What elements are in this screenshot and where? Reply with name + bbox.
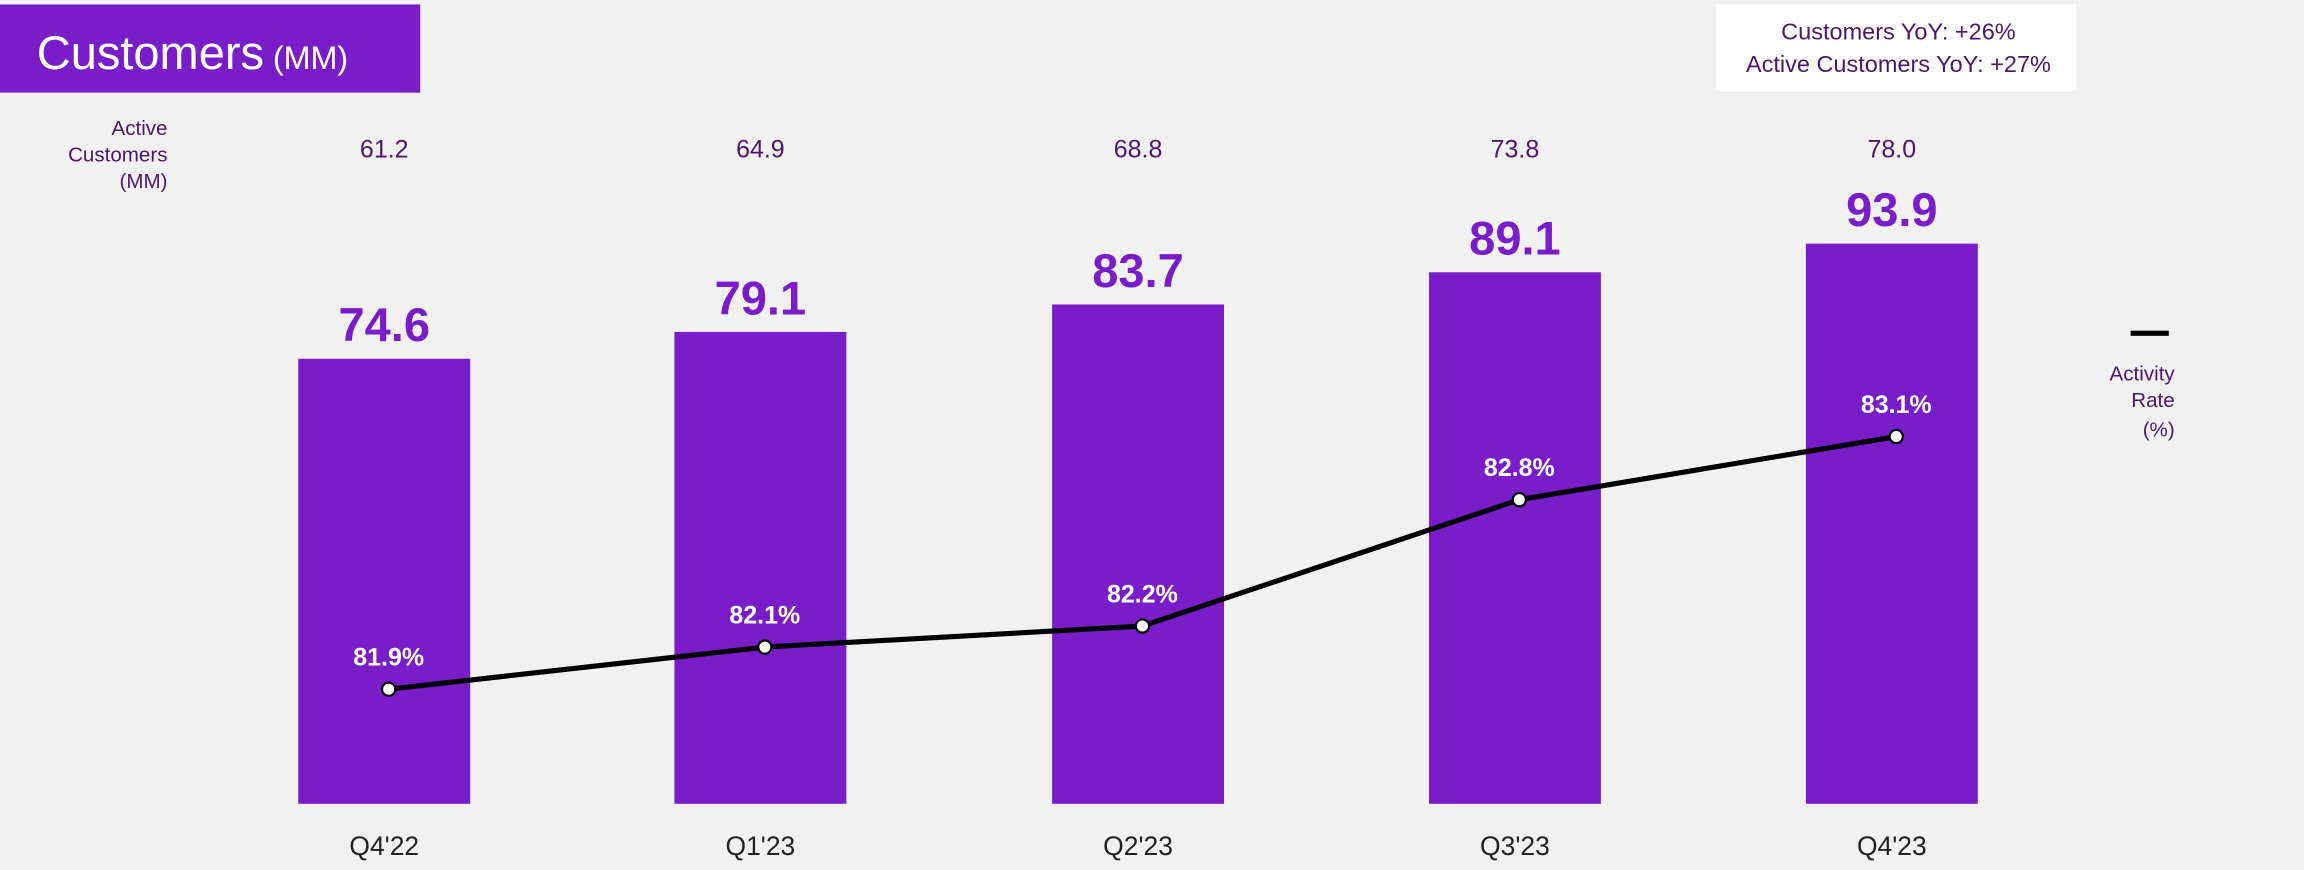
activity-rate-label: 82.8% <box>1484 454 1555 482</box>
x-tick-label: Q2'23 <box>1103 831 1173 861</box>
activity-rate-label: 83.1% <box>1861 391 1932 419</box>
title-background <box>0 4 421 93</box>
activity-rate-point <box>1511 491 1528 508</box>
legend: Activity Rate (%) <box>2110 330 2176 441</box>
active-customers-label: Active Customers (MM) <box>68 117 167 193</box>
callout-background <box>1716 4 2077 92</box>
row-label-line: (MM) <box>120 170 168 193</box>
bar-value-label: 89.1 <box>1469 212 1561 265</box>
active-customers-value: 61.2 <box>360 135 409 163</box>
legend-label-line: (%) <box>2143 418 2175 441</box>
bar <box>1428 272 1601 804</box>
activity-rate-point <box>757 639 773 655</box>
legend-label-line: Rate <box>2131 389 2174 412</box>
activity-rate-point <box>1134 618 1151 634</box>
bar <box>1805 243 1978 804</box>
active-customers-value: 68.8 <box>1114 135 1163 163</box>
activity-rate-point <box>1888 428 1904 445</box>
callout-active-yoy: Active Customers YoY: +27% <box>1746 51 2051 77</box>
title-main: Customers <box>37 26 264 79</box>
bar <box>674 331 847 804</box>
title-unit: (MM) <box>273 40 348 76</box>
bar <box>298 358 471 804</box>
callout-customers-yoy: Customers YoY: +26% <box>1781 19 2016 45</box>
title-box: Customers (MM) <box>0 4 421 93</box>
activity-rate-label: 82.1% <box>729 602 800 630</box>
active-customers-value: 73.8 <box>1491 135 1540 163</box>
legend-label-line: Activity <box>2110 363 2176 386</box>
x-tick-label: Q3'23 <box>1480 831 1550 861</box>
row-label-line: Customers <box>68 144 167 167</box>
bar-value-label: 74.6 <box>338 298 430 351</box>
activity-rate-point <box>380 681 397 697</box>
x-tick-label: Q4'23 <box>1857 831 1927 861</box>
active-customers-value: 78.0 <box>1868 135 1917 163</box>
yoy-callout: Customers YoY: +26% Active Customers YoY… <box>1716 4 2077 92</box>
active-customers-value: 64.9 <box>736 135 785 163</box>
x-tick-label: Q4'22 <box>349 831 419 861</box>
bar-value-label: 83.7 <box>1092 244 1184 297</box>
title-text: Customers (MM) <box>37 26 348 79</box>
activity-rate-label: 81.9% <box>353 644 424 672</box>
legend-line-swatch <box>2130 330 2169 336</box>
x-tick-label: Q1'23 <box>726 831 796 861</box>
activity-rate-label: 82.2% <box>1107 581 1178 609</box>
bar-value-label: 93.9 <box>1846 183 1938 236</box>
bar-value-label: 79.1 <box>715 271 807 324</box>
row-label-line: Active <box>112 117 168 140</box>
bar <box>1052 304 1224 804</box>
